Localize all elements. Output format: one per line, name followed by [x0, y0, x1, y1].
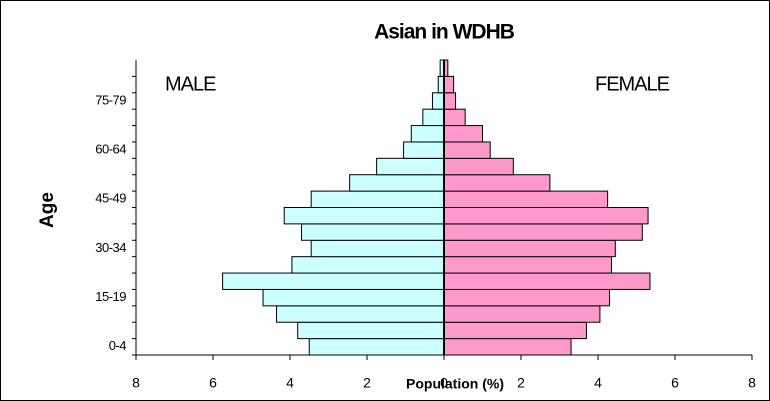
x-tick-label: 6 [209, 375, 217, 391]
bar [310, 190, 445, 209]
x-axis-label: Population (%) [406, 376, 504, 392]
bar [443, 321, 587, 340]
bar [297, 321, 445, 340]
bar [443, 338, 572, 356]
x-tick-label: 2 [363, 375, 371, 391]
bar [443, 108, 466, 127]
bar [403, 141, 445, 159]
x-tick-label: 0 [440, 375, 448, 391]
bar [276, 305, 445, 323]
female-label: FEMALE [595, 73, 670, 95]
bar [443, 75, 455, 94]
bar [443, 125, 483, 143]
bar [443, 288, 611, 307]
x-tick-label: 8 [132, 375, 140, 391]
bar [301, 223, 445, 241]
bar [443, 190, 609, 209]
bar [283, 207, 445, 225]
bar [443, 272, 651, 290]
bar [443, 223, 643, 241]
y-tick-label: 60-64 [95, 142, 126, 157]
x-tick-label: 4 [286, 375, 294, 391]
x-tick-label: 6 [671, 375, 679, 391]
bar [443, 157, 514, 176]
bar [443, 256, 612, 274]
bar [376, 157, 445, 176]
bar [422, 108, 445, 127]
y-tick-label: 0-4 [109, 338, 127, 353]
bar [308, 338, 445, 356]
bar [349, 174, 445, 192]
y-tick-label: 75-79 [95, 92, 126, 107]
bar [443, 207, 649, 225]
y-tick-label: 15-19 [95, 289, 126, 304]
bar [222, 272, 445, 290]
bar [410, 125, 445, 143]
bar [443, 92, 457, 110]
bar [443, 305, 601, 323]
bar [443, 174, 551, 192]
bar [262, 288, 445, 307]
y-tick-label: 45-49 [95, 191, 126, 206]
y-tick-label: 30-34 [95, 240, 126, 255]
bar [443, 239, 616, 258]
x-tick-label: 4 [594, 375, 602, 391]
x-tick-label: 8 [748, 375, 756, 391]
x-tick-label: 2 [517, 375, 525, 391]
bar [310, 239, 445, 258]
bar [431, 92, 445, 110]
male-label: MALE [165, 73, 216, 95]
bar [443, 141, 491, 159]
chart-title: Asian in WDHB [374, 21, 515, 44]
y-axis-label: Age [37, 192, 58, 228]
bar [291, 256, 445, 274]
